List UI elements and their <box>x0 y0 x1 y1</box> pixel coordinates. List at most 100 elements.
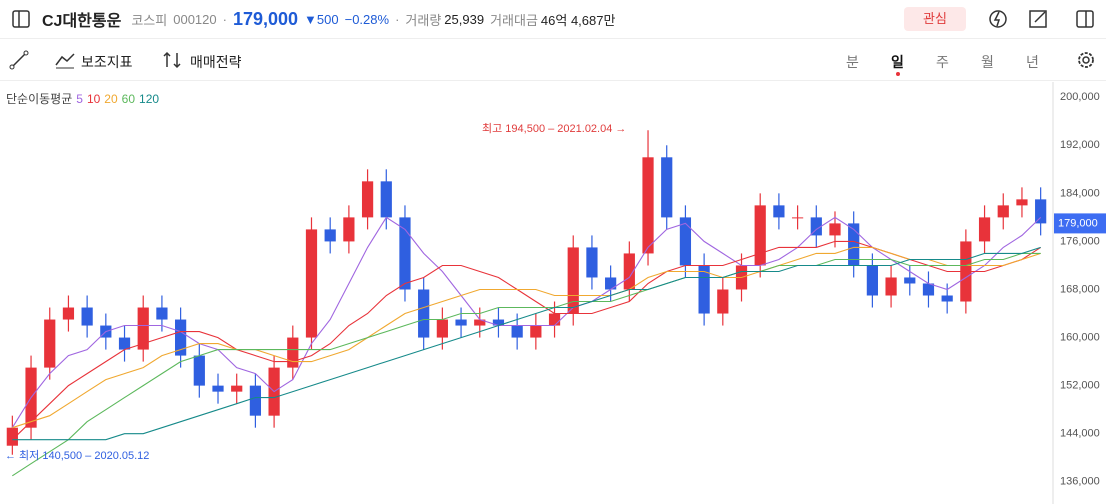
candle-body <box>567 247 579 314</box>
code: 000120 <box>173 11 217 27</box>
y-tick-label: 184,000 <box>1060 187 1100 199</box>
candle-body <box>530 325 542 338</box>
candle-body <box>773 205 785 218</box>
legend-entry: 60 <box>121 92 136 106</box>
stock-name: CJ대한통운 <box>42 13 122 30</box>
candle-body <box>193 355 205 386</box>
candle-body <box>922 283 935 296</box>
y-tick-label: 200,000 <box>1060 91 1100 103</box>
candle-body <box>492 319 505 326</box>
settings-icon[interactable] <box>1075 49 1097 71</box>
market: 코스피 <box>131 12 168 28</box>
y-tick-label: 152,000 <box>1060 380 1100 392</box>
candle-body <box>997 205 1009 218</box>
indicators-button[interactable]: 보조지표 <box>81 54 133 70</box>
legend-entry: 10 <box>86 92 101 106</box>
period-tab[interactable]: 월 <box>981 54 994 70</box>
candle-body <box>81 307 93 326</box>
strategy-button[interactable]: 매매전략 <box>190 54 242 70</box>
candle-body <box>717 289 729 314</box>
candle-body <box>436 319 448 338</box>
price: 179,000 <box>232 8 299 29</box>
change: ▼500 <box>304 11 339 27</box>
candle-body <box>791 217 804 219</box>
ma-line <box>11 240 1041 441</box>
amount-label: 거래대금 <box>490 12 538 28</box>
sidebar-icon[interactable] <box>10 8 32 30</box>
flash-icon[interactable] <box>987 8 1009 30</box>
candle-body <box>829 223 841 236</box>
panel-icon[interactable] <box>1074 8 1096 30</box>
amount: 46억 4,687만 <box>540 12 616 28</box>
strategy-icon[interactable] <box>162 50 184 70</box>
candle-body <box>212 385 224 392</box>
candle-body <box>754 205 766 266</box>
selected-dot <box>896 72 900 76</box>
draw-icon[interactable] <box>9 50 29 70</box>
candle-body <box>848 223 860 266</box>
period-tab[interactable]: 년 <box>1026 54 1039 70</box>
candle-body <box>810 217 822 236</box>
candle-body <box>866 265 878 296</box>
candle-body <box>1016 199 1028 206</box>
candle-body <box>6 427 18 446</box>
y-tick-label: 160,000 <box>1060 331 1100 343</box>
candle-body <box>978 217 991 242</box>
legend-entry: 120 <box>139 92 160 106</box>
period-tab[interactable]: 일 <box>891 54 904 70</box>
candle-body <box>361 181 374 218</box>
candle-body <box>137 307 149 350</box>
candle-body <box>623 253 635 290</box>
header: CJ대한통운 코스피 000120 · 179,000 ▼500 −0.28% … <box>0 0 1106 39</box>
volume-label: 거래량 <box>405 12 442 28</box>
ma-legend: 단순이동평균 5 10 20 60 120 <box>6 90 163 107</box>
candle-body <box>1035 199 1047 224</box>
candle-body <box>175 319 187 356</box>
candle-body <box>455 319 467 326</box>
period-tab[interactable]: 주 <box>936 54 949 70</box>
separator: · <box>222 11 227 27</box>
separator: · <box>395 11 400 27</box>
y-tick-label: 176,000 <box>1060 235 1100 247</box>
candle-body <box>305 229 318 338</box>
candle-body <box>941 295 953 302</box>
y-tick-label: 168,000 <box>1060 283 1100 295</box>
candle-body <box>661 157 673 218</box>
ma-legend-title: 단순이동평균 <box>6 92 73 106</box>
candle-body <box>399 217 411 290</box>
candle-body <box>548 313 561 326</box>
candle-body <box>44 319 56 368</box>
change-pct: −0.28% <box>344 11 390 27</box>
candle-body <box>586 247 598 278</box>
last-price-box <box>1054 213 1106 234</box>
candle-body <box>249 385 262 416</box>
last-price-label: 179,000 <box>1058 217 1098 229</box>
candle-body <box>642 157 654 254</box>
candle-body <box>62 307 75 320</box>
candle-body <box>904 277 916 284</box>
candle-body <box>287 337 299 368</box>
candle-body <box>474 319 486 326</box>
candle-body <box>511 325 523 338</box>
y-tick-label: 136,000 <box>1060 476 1100 488</box>
ma-line <box>12 252 1041 477</box>
candle-body <box>343 217 355 242</box>
period-tab[interactable]: 분 <box>846 54 859 70</box>
edit-icon[interactable] <box>1027 8 1049 30</box>
candle-body <box>885 277 897 296</box>
candle-body <box>605 277 617 290</box>
watch-button[interactable]: 관심 <box>904 7 966 31</box>
candle-body <box>156 307 168 320</box>
ma-line <box>11 216 1042 428</box>
candle-body <box>231 385 243 392</box>
candle-body <box>698 265 710 314</box>
y-tick-label: 192,000 <box>1060 139 1100 151</box>
toolbar: 보조지표 매매전략 분 일 주 월 년 <box>0 40 1106 81</box>
y-tick-label: 144,000 <box>1060 428 1100 440</box>
candle-body <box>118 337 131 350</box>
volume: 25,939 <box>444 11 485 27</box>
ma-line <box>12 246 1041 441</box>
indicator-icon[interactable] <box>54 50 76 70</box>
